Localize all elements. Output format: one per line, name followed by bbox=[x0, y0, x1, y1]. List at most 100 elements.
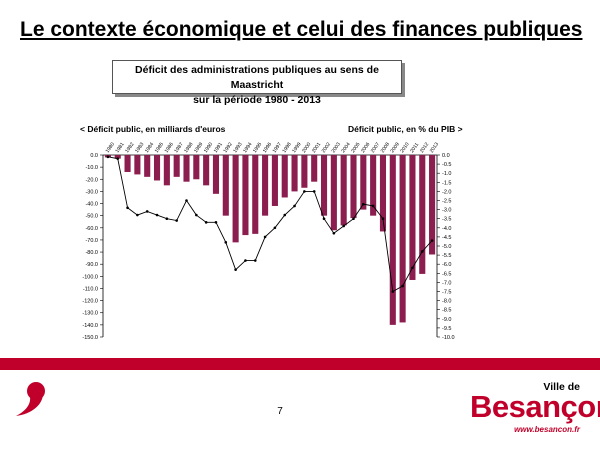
deficit-pct-point bbox=[283, 213, 287, 217]
year-label: 2011 bbox=[409, 142, 420, 154]
right-tick-label: -6.0 bbox=[442, 262, 451, 268]
comma-logo-icon bbox=[16, 382, 45, 416]
deficit-pct-point bbox=[342, 224, 345, 228]
right-tick-label: -1.5 bbox=[442, 180, 451, 186]
year-label: 1986 bbox=[164, 141, 175, 154]
left-tick-label: -90.0 bbox=[85, 262, 98, 268]
logo-ville-de: Ville de bbox=[543, 381, 580, 393]
besancon-logo: Ville de Besançon www.besancon.fr bbox=[470, 381, 600, 441]
right-tick-label: -9.5 bbox=[442, 326, 451, 332]
deficit-pct-point bbox=[381, 217, 385, 220]
right-tick-label: -1.0 bbox=[442, 171, 451, 177]
year-label: 1988 bbox=[183, 141, 194, 154]
deficit-bar bbox=[173, 155, 180, 177]
deficit-bar bbox=[124, 155, 131, 172]
chart-title-line-2: sur la période 1980 - 2013 bbox=[193, 94, 321, 106]
deficit-pct-point bbox=[175, 219, 178, 222]
right-tick-label: -8.5 bbox=[442, 308, 451, 314]
deficit-pct-point bbox=[253, 259, 257, 262]
deficit-pct-point bbox=[273, 226, 277, 230]
deficit-pct-point bbox=[263, 235, 267, 239]
year-label: 1991 bbox=[213, 141, 224, 154]
deficit-bar bbox=[203, 155, 210, 186]
deficit-pct-point bbox=[420, 250, 424, 253]
left-tick-label: -30.0 bbox=[85, 189, 98, 195]
year-label: 1994 bbox=[242, 141, 253, 154]
deficit-bar bbox=[242, 155, 249, 236]
year-label: 1982 bbox=[124, 141, 135, 154]
year-label: 1981 bbox=[114, 141, 125, 154]
year-label: 2013 bbox=[429, 141, 440, 154]
right-tick-label: -4.0 bbox=[442, 226, 451, 232]
deficit-bar bbox=[134, 155, 141, 175]
year-label: 1998 bbox=[281, 141, 292, 154]
deficit-bar bbox=[144, 155, 151, 177]
left-tick-label: -10.0 bbox=[85, 165, 98, 171]
deficit-bar bbox=[193, 155, 200, 180]
deficit-bar bbox=[409, 155, 416, 280]
year-label: 1999 bbox=[291, 141, 302, 154]
year-label: 2006 bbox=[360, 141, 371, 154]
logo-name: Besançon bbox=[470, 389, 600, 424]
year-label: 1993 bbox=[232, 141, 243, 154]
deficit-pct-point bbox=[430, 239, 434, 242]
deficit-bar bbox=[262, 155, 269, 216]
year-label: 2001 bbox=[311, 141, 322, 154]
year-label: 2000 bbox=[301, 141, 312, 154]
deficit-bar bbox=[330, 155, 337, 231]
deficit-pct-point bbox=[244, 259, 247, 262]
deficit-pct-point bbox=[352, 217, 355, 220]
deficit-bar bbox=[370, 155, 377, 216]
year-label: 1997 bbox=[272, 141, 283, 154]
deficit-pct-point bbox=[391, 290, 395, 293]
right-tick-label: -7.0 bbox=[442, 280, 451, 286]
year-label: 2005 bbox=[350, 141, 361, 154]
deficit-bar bbox=[183, 155, 190, 182]
deficit-bar bbox=[350, 155, 357, 219]
right-tick-label: -8.0 bbox=[442, 299, 451, 305]
deficit-bar bbox=[311, 155, 318, 182]
deficit-pct-point bbox=[165, 217, 169, 220]
left-tick-label: -20.0 bbox=[85, 177, 98, 183]
year-label: 2002 bbox=[321, 141, 332, 154]
left-tick-label: 0.0 bbox=[90, 153, 98, 159]
year-label: 1985 bbox=[154, 141, 165, 154]
deficit-pct-point bbox=[204, 221, 208, 224]
right-tick-label: -3.5 bbox=[442, 217, 451, 223]
left-tick-label: -80.0 bbox=[85, 250, 98, 256]
deficit-pct-point bbox=[332, 231, 336, 235]
deficit-pct-point bbox=[224, 241, 228, 244]
deficit-bar bbox=[252, 155, 259, 234]
year-label: 2010 bbox=[399, 141, 410, 154]
deficit-pct-point bbox=[195, 213, 198, 217]
left-tick-label: -150.0 bbox=[82, 335, 98, 341]
right-tick-label: -10.0 bbox=[442, 335, 455, 341]
right-tick-label: -5.0 bbox=[442, 244, 451, 250]
year-label: 1992 bbox=[223, 141, 234, 154]
deficit-bar bbox=[419, 155, 426, 274]
deficit-bar bbox=[153, 155, 161, 181]
right-axis-title: Déficit public, en % du PIB > bbox=[348, 124, 463, 134]
deficit-pct-point bbox=[234, 268, 237, 271]
left-tick-label: -40.0 bbox=[85, 202, 98, 208]
deficit-pct-point bbox=[136, 213, 139, 217]
left-tick-label: -110.0 bbox=[83, 286, 98, 292]
deficit-pct-point bbox=[185, 199, 188, 202]
year-label: 2009 bbox=[390, 141, 401, 154]
left-tick-label: -70.0 bbox=[85, 238, 98, 244]
left-tick-label: -140.0 bbox=[82, 323, 98, 329]
deficit-pct-point bbox=[106, 155, 110, 159]
right-tick-label: -9.0 bbox=[442, 317, 451, 323]
deficit-bar bbox=[281, 155, 288, 198]
deficit-pct-point bbox=[293, 204, 296, 208]
deficit-pct-point bbox=[145, 210, 149, 213]
left-tick-label: -130.0 bbox=[82, 311, 98, 317]
left-tick-label: -50.0 bbox=[85, 214, 98, 220]
deficit-pct-point bbox=[126, 206, 129, 210]
deficit-pct-point bbox=[155, 213, 159, 217]
deficit-pct-point bbox=[322, 217, 326, 220]
deficit-pct-point bbox=[214, 221, 218, 224]
left-axis-title: < Déficit public, en milliards d'euros bbox=[80, 124, 226, 134]
brand-red-band bbox=[0, 358, 600, 370]
left-tick-label: -120.0 bbox=[82, 299, 98, 305]
